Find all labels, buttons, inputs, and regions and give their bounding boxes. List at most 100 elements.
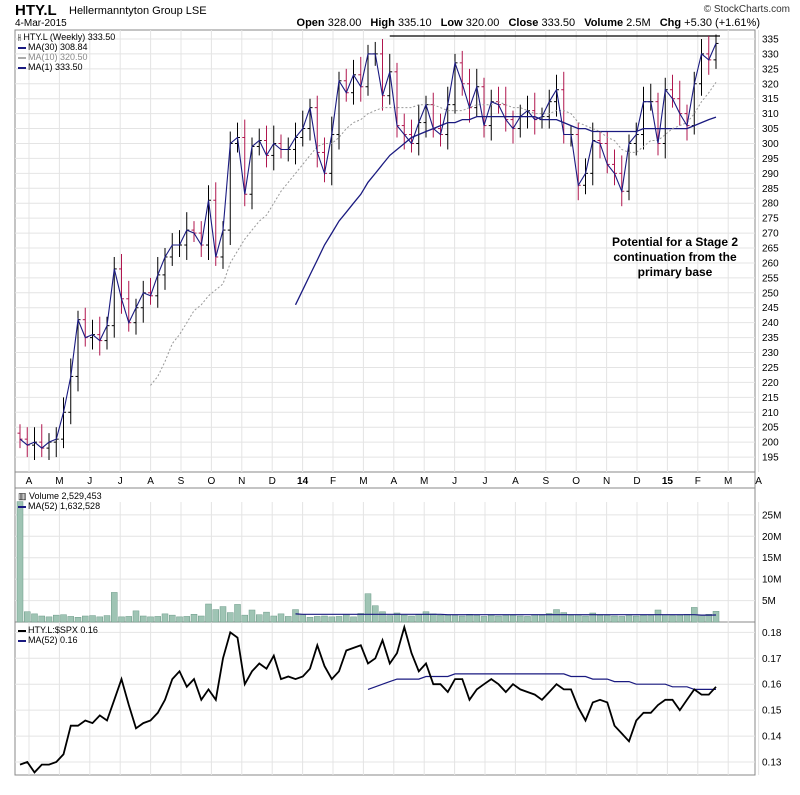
price-y-tick-label: 300 (762, 139, 779, 150)
volume-bar (524, 616, 531, 623)
price-y-tick-label: 295 (762, 154, 779, 165)
price-y-tick-label: 230 (762, 348, 779, 359)
volume-bar (314, 616, 321, 623)
x-tick-label: A (755, 476, 762, 487)
ratio-y-tick-label: 0.13 (762, 758, 782, 769)
price-y-tick-label: 215 (762, 393, 779, 404)
x-tick-label: F (330, 476, 336, 487)
volume-legend-title: ▥ Volume 2,529,453 (18, 491, 102, 501)
volume-legend: ▥ Volume 2,529,453 MA(52) 1,632,528 (18, 491, 102, 511)
price-y-tick-label: 275 (762, 214, 779, 225)
volume-bar (640, 614, 647, 623)
quote-open: Open 328.00 (296, 17, 362, 29)
volume-bar (401, 614, 408, 623)
price-y-tick-label: 280 (762, 199, 779, 210)
volume-bar (480, 616, 488, 623)
volume-bar (596, 614, 604, 623)
volume-bar (495, 615, 502, 623)
volume-bar (219, 606, 227, 623)
volume-bar (31, 613, 38, 623)
volume-bar (125, 616, 132, 623)
price-legend-title: ⫲ HTY.L (Weekly) 333.50 (18, 32, 116, 42)
x-tick-label: O (208, 476, 216, 487)
volume-bar (393, 612, 401, 623)
ratio-y-tick-label: 0.15 (762, 706, 782, 717)
price-y-tick-label: 330 (762, 49, 779, 60)
volume-bar (154, 616, 161, 623)
volume-y-tick-label: 20M (762, 532, 781, 543)
volume-bar (662, 614, 669, 623)
volume-bar (676, 614, 683, 623)
x-tick-label: J (118, 476, 123, 487)
volume-bar (647, 615, 654, 623)
x-axis-band (14, 471, 756, 489)
volume-bar (437, 614, 444, 623)
volume-bar (38, 615, 45, 623)
volume-bar (451, 615, 459, 623)
volume-bar (415, 614, 422, 623)
ratio-legend-title: HTY.L:$SPX 0.16 (18, 625, 98, 635)
price-y-tick-label: 290 (762, 169, 779, 180)
volume-bar (531, 614, 538, 623)
volume-bar (705, 614, 712, 623)
volume-bar (604, 615, 611, 623)
price-y-tick-label: 285 (762, 184, 779, 195)
volume-bar (459, 615, 466, 623)
ratio-y-tick-label: 0.18 (762, 628, 782, 639)
volume-ma52-line (295, 613, 717, 616)
quote-close: Close 333.50 (508, 17, 576, 29)
volume-bar (176, 616, 183, 623)
x-tick-label: N (603, 476, 610, 487)
volume-bar (277, 613, 285, 623)
volume-bar (227, 612, 234, 623)
volume-bar (509, 614, 517, 623)
volume-bar (67, 616, 74, 623)
volume-bar (408, 615, 415, 623)
quote-high: High 335.10 (370, 17, 432, 29)
chart-annotation: Potential for a Stage 2 continuation fro… (611, 235, 739, 279)
volume-bar (306, 617, 314, 623)
volume-bar (379, 611, 386, 623)
volume-y-tick-label: 5M (762, 596, 776, 607)
volume-y-tick-label: 25M (762, 510, 781, 521)
volume-bar (444, 614, 451, 623)
volume-bar (190, 614, 198, 623)
volume-bar (683, 614, 691, 623)
price-y-tick-label: 200 (762, 438, 779, 449)
price-y-tick-label: 325 (762, 64, 779, 75)
volume-bar (567, 615, 575, 623)
panel-frame-v (14, 487, 756, 623)
volume-bar (575, 614, 582, 623)
x-tick-label: J (452, 476, 457, 487)
price-y-tick-label: 255 (762, 273, 779, 284)
ratio-y-tick-label: 0.17 (762, 654, 782, 665)
volume-bar (74, 617, 82, 623)
volume-bar (212, 609, 219, 623)
volume-bar (132, 610, 140, 623)
price-y-tick-label: 320 (762, 79, 779, 90)
x-tick-label: A (512, 476, 519, 487)
volume-bar (89, 615, 96, 623)
volume-bar (111, 592, 118, 623)
volume-bar (502, 615, 509, 623)
price-y-tick-label: 245 (762, 303, 779, 314)
volume-bar (654, 609, 662, 623)
volume-bar (618, 616, 625, 623)
volume-bar (234, 604, 241, 623)
volume-bar (198, 615, 205, 623)
panel-frame-r (14, 621, 756, 776)
company-name: Hellermanntyton Group LSE (69, 5, 207, 17)
volume-bar (24, 611, 31, 623)
x-tick-label: A (390, 476, 397, 487)
volume-bar (205, 603, 212, 623)
volume-bar (517, 615, 524, 623)
x-tick-label: A (147, 476, 154, 487)
bar-icon: ▥ (18, 491, 30, 501)
volume-y-tick-label: 15M (762, 553, 781, 564)
volume-bar (466, 614, 473, 623)
ratio-y-tick-label: 0.14 (762, 732, 782, 743)
x-tick-label: S (542, 476, 549, 487)
legend-ratio-ma52: MA(52) 0.16 (18, 635, 98, 645)
chart-header: HTY.L Hellermanntyton Group LSE 4-Mar-20… (0, 0, 800, 30)
